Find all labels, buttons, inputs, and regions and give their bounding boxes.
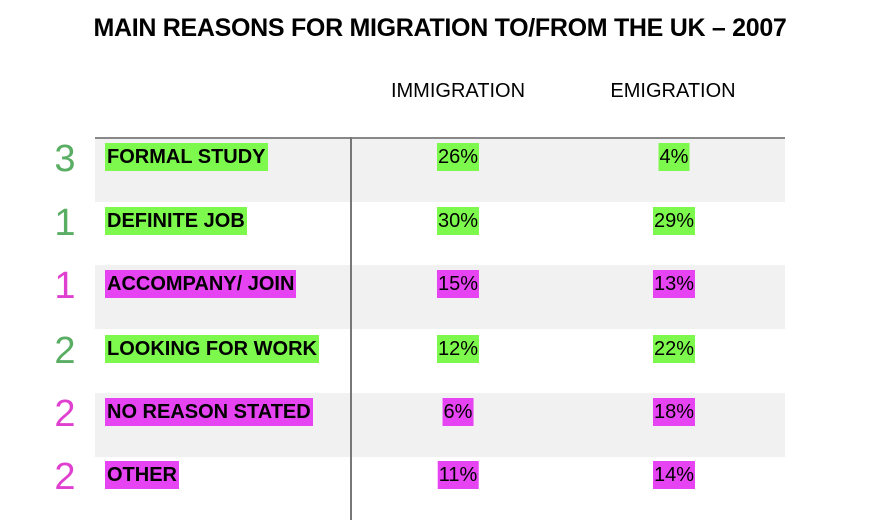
emigration-value: 29% xyxy=(652,207,696,235)
reason-label: OTHER xyxy=(105,461,179,489)
table-column-divider xyxy=(350,137,352,520)
emigration-value: 22% xyxy=(652,335,696,363)
table-top-border xyxy=(95,137,785,139)
immigration-value: 30% xyxy=(436,207,480,235)
immigration-value: 12% xyxy=(436,335,480,363)
rank-number: 2 xyxy=(54,456,76,498)
emigration-value: 14% xyxy=(652,461,696,489)
reason-label: ACCOMPANY/ JOIN xyxy=(105,270,297,298)
page-title: MAIN REASONS FOR MIGRATION TO/FROM THE U… xyxy=(93,14,787,42)
reason-label: LOOKING FOR WORK xyxy=(105,335,319,363)
immigration-value: 26% xyxy=(436,143,480,171)
immigration-value: 11% xyxy=(437,461,479,489)
reason-label: NO REASON STATED xyxy=(105,398,313,426)
rank-number: 2 xyxy=(54,393,76,435)
immigration-value: 6% xyxy=(442,398,474,426)
rank-number: 3 xyxy=(54,138,76,180)
immigration-value: 15% xyxy=(436,270,480,298)
reason-label: FORMAL STUDY xyxy=(105,143,268,171)
rank-number: 2 xyxy=(54,330,76,372)
rank-number: 1 xyxy=(54,202,76,244)
emigration-value: 13% xyxy=(652,270,696,298)
emigration-value: 18% xyxy=(652,398,696,426)
reason-label: DEFINITE JOB xyxy=(105,207,247,235)
rank-number: 1 xyxy=(54,265,76,307)
column-header-immigration: IMMIGRATION xyxy=(390,80,526,102)
column-header-emigration: EMIGRATION xyxy=(610,80,736,102)
emigration-value: 4% xyxy=(658,143,690,171)
